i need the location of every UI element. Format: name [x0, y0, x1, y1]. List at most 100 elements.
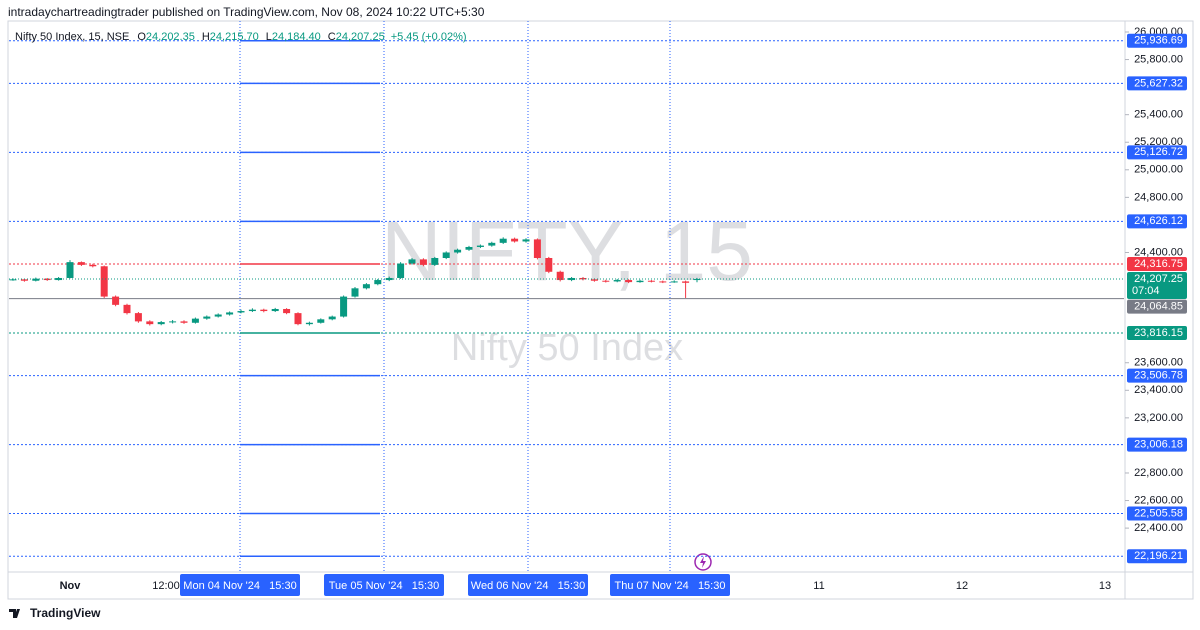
x-tick-label: 12 — [956, 580, 968, 592]
watermark-name: Nifty 50 Index — [451, 327, 683, 369]
candle-body — [602, 280, 610, 282]
candle-body — [283, 308, 291, 314]
chart-frame — [7, 20, 1194, 600]
candle-body — [305, 322, 313, 325]
candle-body — [260, 309, 268, 312]
alert-icon — [694, 553, 712, 571]
candle-body — [317, 319, 325, 323]
y-tick-label: 22,800.00 — [1134, 467, 1183, 479]
y-tick-label: 25,000.00 — [1134, 164, 1183, 176]
y-tick-label: 23,400.00 — [1134, 384, 1183, 396]
candle-body — [556, 271, 564, 281]
candle-body — [659, 281, 667, 283]
last-price-label: 24,207.25 — [1134, 273, 1183, 285]
candle-body — [488, 242, 496, 246]
level-box — [1127, 549, 1187, 564]
candle-body — [237, 311, 245, 313]
candle-body — [146, 321, 154, 325]
candle-body — [682, 281, 690, 283]
candle-body — [499, 238, 507, 243]
legend: Nifty 50 Index, 15, NSE O24,202.35 H24,215… — [15, 31, 467, 43]
last-price-box — [1127, 272, 1187, 300]
candle-body — [180, 321, 188, 323]
level-box — [1127, 506, 1187, 521]
level-box — [1127, 437, 1187, 452]
level-label: 24,316.75 — [1134, 258, 1183, 270]
x-label-box — [180, 574, 300, 596]
y-tick-label: 23,200.00 — [1134, 412, 1183, 424]
legend-change: +5.45 (+0.02%) — [391, 31, 467, 43]
level-label: 25,627.32 — [1134, 77, 1183, 89]
y-tick-label: 22,600.00 — [1134, 494, 1183, 506]
candle-body — [511, 238, 519, 242]
candle-body — [670, 281, 678, 283]
x-label-box — [468, 574, 588, 596]
level-label: 22,505.58 — [1134, 507, 1183, 519]
candle-body — [340, 296, 348, 317]
candle-body — [522, 239, 530, 242]
candle-body — [89, 264, 97, 267]
candle-body — [294, 313, 302, 325]
candle-body — [385, 277, 393, 281]
x-tick-label: Wed 06 Nov '24 15:30 — [471, 580, 585, 592]
x-tick-label: 12:00 — [152, 580, 180, 592]
candle-body — [362, 284, 370, 289]
level-label: 25,126.72 — [1134, 146, 1183, 158]
legend-value: 24,207.25 — [336, 31, 385, 43]
tradingview-logo — [9, 609, 20, 618]
candle-body — [408, 259, 416, 264]
y-tick-label: 22,400.00 — [1134, 522, 1183, 534]
legend-key: C — [328, 31, 336, 43]
x-tick-label: 13 — [1099, 580, 1111, 592]
reference-box — [1127, 299, 1187, 314]
candle-body — [419, 259, 427, 265]
y-tick-label: 24,800.00 — [1134, 191, 1183, 203]
candle-body — [169, 321, 177, 323]
legend-key: H — [202, 31, 210, 43]
candle-body — [203, 316, 211, 319]
level-box — [1127, 325, 1187, 340]
candle-body — [636, 280, 644, 283]
level-box — [1127, 76, 1187, 91]
level-box — [1127, 256, 1187, 271]
candle-body — [465, 246, 473, 250]
candle-body — [77, 262, 85, 265]
y-tick-label: 24,400.00 — [1134, 246, 1183, 258]
legend-value: 24,184.40 — [272, 31, 321, 43]
candle-body — [625, 280, 633, 283]
candle-body — [374, 280, 382, 285]
candle-body — [248, 309, 256, 312]
candle-body — [568, 277, 576, 281]
level-label: 23,816.15 — [1134, 327, 1183, 339]
level-label: 23,006.18 — [1134, 438, 1183, 450]
candle-body — [328, 316, 336, 320]
candle-body — [157, 322, 165, 325]
legend-value: 24,215.70 — [210, 31, 259, 43]
candle-body — [226, 312, 234, 315]
level-box — [1127, 368, 1187, 383]
candle-body — [351, 288, 359, 297]
level-label: 22,196.21 — [1134, 550, 1183, 562]
level-label: 23,506.78 — [1134, 369, 1183, 381]
candle-body — [271, 308, 279, 312]
legend-value: 24,202.35 — [146, 31, 195, 43]
candle-body — [476, 245, 484, 247]
countdown-label: 07:04 — [1132, 285, 1160, 297]
x-label-box — [324, 574, 444, 596]
legend-key: L — [266, 31, 272, 43]
candle-body — [431, 257, 439, 265]
x-tick-label: Thu 07 Nov '24 15:30 — [615, 580, 726, 592]
candle-body — [100, 266, 108, 297]
candle-body — [533, 239, 541, 258]
candle-body — [55, 277, 63, 281]
candle-body — [454, 249, 462, 253]
candle-body — [112, 296, 120, 305]
level-box — [1127, 145, 1187, 160]
legend-key: O — [137, 31, 146, 43]
candle-body — [20, 279, 28, 281]
candle-body — [545, 257, 553, 272]
candle-body — [32, 278, 40, 281]
reference-label: 24,064.85 — [1134, 301, 1183, 313]
candle-body — [397, 263, 405, 278]
